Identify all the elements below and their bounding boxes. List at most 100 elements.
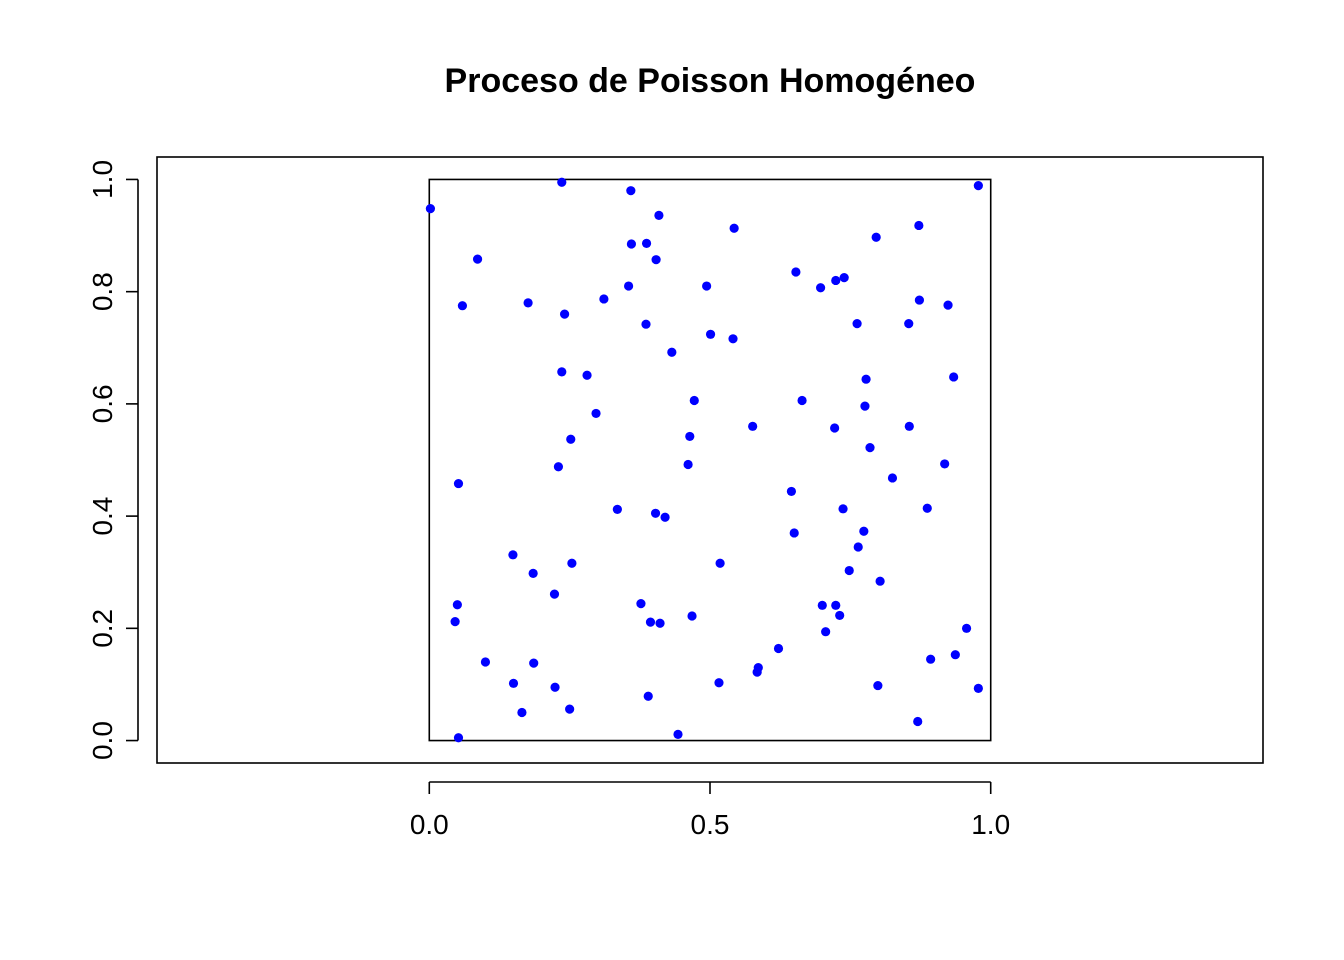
data-point [914, 295, 925, 305]
data-point [453, 733, 464, 743]
data-point [973, 683, 983, 693]
data-point [667, 347, 677, 357]
data-point [728, 334, 738, 344]
data-point [599, 294, 609, 304]
y-tick-label: 1.0 [87, 160, 118, 199]
data-point [685, 431, 695, 442]
x-tick-label: 0.0 [410, 809, 449, 840]
data-point [626, 239, 637, 249]
data-point [508, 550, 518, 560]
data-point [873, 680, 883, 691]
data-point [791, 267, 801, 277]
data-point [550, 682, 560, 692]
data-point [853, 542, 863, 552]
data-point [683, 459, 693, 470]
point-layer [425, 177, 983, 743]
data-point [839, 273, 849, 283]
data-point [567, 558, 577, 568]
data-point [949, 372, 959, 382]
data-point [752, 667, 762, 677]
data-point [961, 623, 972, 633]
data-point [425, 204, 436, 214]
y-tick-label: 0.2 [87, 609, 118, 648]
data-point [641, 319, 651, 329]
data-point [861, 374, 871, 384]
data-point [831, 600, 841, 610]
data-point [636, 599, 646, 609]
data-point [650, 508, 661, 518]
data-point [559, 309, 570, 319]
data-point [831, 275, 841, 286]
data-point [914, 220, 924, 231]
data-point [835, 610, 845, 621]
data-point [508, 678, 519, 688]
data-point [852, 319, 862, 329]
data-point [904, 319, 914, 329]
data-point [875, 576, 885, 586]
x-tick-label: 1.0 [971, 809, 1010, 840]
data-point [626, 186, 636, 196]
data-point [817, 600, 827, 610]
data-point [838, 504, 848, 514]
data-point [645, 617, 656, 627]
data-point [715, 558, 725, 568]
data-point [643, 691, 653, 701]
data-point [705, 329, 716, 339]
data-point [641, 238, 652, 249]
data-point [557, 177, 567, 187]
data-point [748, 421, 758, 431]
data-point [553, 462, 564, 472]
data-point [689, 395, 699, 406]
data-point [773, 643, 784, 654]
data-point [517, 707, 527, 718]
data-point [940, 459, 950, 469]
data-point [904, 421, 914, 431]
data-point [453, 478, 464, 489]
plot-frame [156, 156, 1264, 764]
data-point [529, 658, 539, 668]
data-point [729, 223, 739, 233]
x-tick-label: 0.5 [691, 809, 730, 840]
data-point [566, 434, 576, 444]
y-tick-label: 0.8 [87, 272, 118, 311]
data-point [452, 600, 462, 610]
data-point [973, 181, 983, 191]
data-point [816, 283, 826, 293]
data-point [821, 627, 831, 637]
data-point [591, 408, 601, 419]
y-axis: 0.0 0.2 0.4 0.6 0.8 1.0 [87, 160, 139, 760]
data-point [457, 301, 468, 311]
data-point [922, 503, 932, 513]
data-point [786, 486, 797, 497]
y-tick-label: 0.4 [87, 497, 118, 536]
data-point [797, 395, 807, 406]
chart-title: Proceso de Poisson Homogéneo [445, 62, 976, 100]
data-point [565, 704, 575, 714]
data-point [651, 255, 661, 265]
data-point [654, 210, 664, 220]
data-point [789, 528, 799, 538]
data-point [865, 443, 875, 453]
data-point [714, 678, 724, 688]
data-point [859, 526, 869, 536]
data-point [623, 281, 634, 291]
data-point [557, 367, 567, 377]
data-point [871, 232, 881, 242]
data-point [612, 504, 622, 514]
data-point [860, 401, 870, 411]
data-point [950, 650, 960, 660]
data-point [528, 568, 538, 578]
window-boundary [428, 178, 992, 742]
y-tick-label: 0.0 [87, 721, 118, 760]
data-point [582, 370, 592, 380]
data-point [943, 300, 953, 310]
data-point [480, 657, 491, 667]
data-point [673, 729, 683, 739]
data-point [523, 298, 533, 308]
data-point [926, 654, 936, 664]
data-point [887, 473, 898, 483]
data-point [660, 512, 670, 522]
data-point [844, 565, 854, 576]
data-point [913, 716, 923, 727]
